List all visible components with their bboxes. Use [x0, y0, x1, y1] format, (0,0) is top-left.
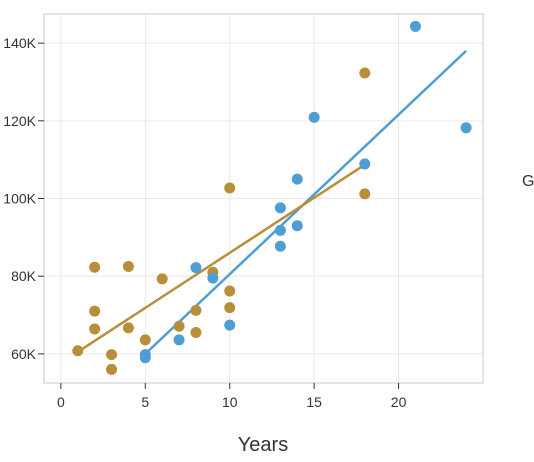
data-point-0 — [409, 20, 421, 32]
data-point-0 — [308, 111, 320, 123]
trendline-1 — [77, 163, 366, 353]
x-tick-label: 15 — [306, 394, 322, 410]
data-point-1 — [89, 323, 101, 335]
data-point-0 — [359, 158, 371, 170]
x-tick-label: 0 — [57, 394, 65, 410]
data-point-1 — [106, 349, 118, 361]
data-point-1 — [190, 327, 202, 339]
data-point-1 — [106, 363, 118, 375]
data-point-1 — [224, 302, 236, 314]
y-tick-label: 60K — [11, 346, 37, 362]
data-point-1 — [139, 334, 151, 346]
data-point-1 — [173, 320, 185, 332]
axis-ticks: 0 5 10 15 20 60K 80K 100K 120K 140K — [3, 35, 406, 410]
data-point-0 — [190, 262, 202, 274]
data-point-1 — [359, 67, 371, 79]
data-point-1 — [122, 260, 134, 272]
data-point-1 — [122, 322, 134, 334]
y-tick-label: 80K — [11, 268, 37, 284]
data-point-0 — [274, 240, 286, 252]
y-tick-label: 120K — [3, 113, 36, 129]
data-point-0 — [207, 272, 219, 284]
data-point-1 — [224, 182, 236, 194]
data-point-1 — [190, 304, 202, 316]
grid — [44, 14, 483, 383]
y-tick-label: 140K — [3, 35, 36, 51]
x-axis-label: Years — [238, 434, 288, 456]
data-point-0 — [139, 349, 151, 361]
data-point-0 — [173, 334, 185, 346]
data-point-0 — [460, 122, 472, 134]
y-tick-label: 100K — [3, 191, 36, 207]
data-point-0 — [291, 173, 303, 185]
data-point-0 — [274, 224, 286, 236]
data-point-0 — [224, 319, 236, 331]
data-point-0 — [274, 202, 286, 214]
x-tick-label: 10 — [222, 394, 238, 410]
legend-entry-label: G — [522, 173, 534, 190]
x-tick-label: 5 — [141, 394, 149, 410]
data-point-1 — [156, 273, 168, 285]
data-point-1 — [359, 188, 371, 200]
data-point-1 — [224, 285, 236, 297]
data-points — [72, 20, 472, 375]
data-point-1 — [89, 305, 101, 317]
x-tick-label: 20 — [391, 394, 407, 410]
data-point-0 — [291, 220, 303, 232]
trendlines — [77, 49, 467, 355]
data-point-1 — [89, 261, 101, 273]
data-point-1 — [72, 345, 84, 357]
